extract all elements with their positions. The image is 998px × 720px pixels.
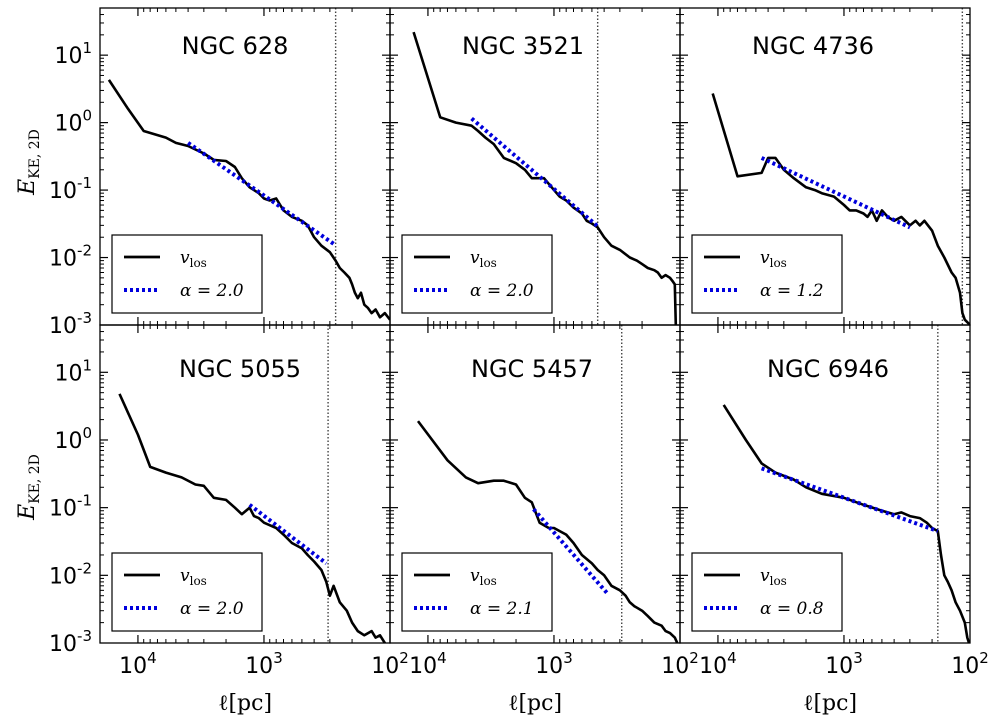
fit-line xyxy=(186,141,335,246)
legend-label-alpha: α = 2.0 xyxy=(180,281,244,301)
x-axis-label-right: ℓ[pc] xyxy=(803,691,857,716)
fit-line xyxy=(532,507,609,595)
legend-label-vlos: vlos xyxy=(180,248,207,270)
x-tick-label: 103 xyxy=(535,649,573,679)
legend-box xyxy=(111,552,263,632)
x-axis-label-left: ℓ[pc] xyxy=(218,691,272,716)
panel-frame xyxy=(99,7,391,326)
legend-box xyxy=(401,552,553,632)
panel-3: vlos α = 1.2 xyxy=(679,7,971,326)
x-axis-label-middle: ℓ[pc] xyxy=(508,691,562,716)
y-axis-label-bottom: EKE, 2D xyxy=(15,454,43,521)
panel-4: vlos α = 2.0 xyxy=(99,324,391,644)
panel-1: vlos α = 2.0 xyxy=(99,7,391,326)
fit-line xyxy=(248,503,328,565)
fit-line xyxy=(760,466,939,533)
legend-box xyxy=(691,552,843,632)
x-tick-label: 102 xyxy=(661,649,699,679)
panel-title-ngc-4736: NGC 4736 xyxy=(752,32,874,60)
y-tick-label: 101 xyxy=(54,39,92,69)
panel-title-ngc-3521: NGC 3521 xyxy=(462,32,584,60)
x-tick-label: 104 xyxy=(119,649,157,679)
panel-2: vlos α = 2.0 xyxy=(389,7,681,326)
panel-title-ngc-628: NGC 628 xyxy=(182,32,289,60)
y-tick-label: 100 xyxy=(54,424,92,454)
legend: vlos α = 2.1 xyxy=(401,552,553,632)
legend-box xyxy=(691,234,843,314)
x-tick-label: 102 xyxy=(951,649,989,679)
x-tick-label: 104 xyxy=(409,649,447,679)
data-line-vlos xyxy=(412,31,678,325)
legend-label-vlos: vlos xyxy=(180,566,207,588)
legend: vlos α = 2.0 xyxy=(111,234,263,314)
y-tick-label: 10-2 xyxy=(49,559,92,589)
legend: vlos α = 0.8 xyxy=(691,552,843,632)
legend-label-vlos: vlos xyxy=(760,248,787,270)
y-tick-label: 10-3 xyxy=(49,627,92,657)
y-tick-label: 101 xyxy=(54,356,92,386)
panel-title-ngc-5457: NGC 5457 xyxy=(471,355,593,383)
legend-label-alpha: α = 2.1 xyxy=(470,599,534,619)
y-tick-label: 10-2 xyxy=(49,242,92,272)
data-line-vlos xyxy=(416,420,679,643)
x-tick-label: 102 xyxy=(371,649,409,679)
x-tick-label: 104 xyxy=(699,649,737,679)
y-axis-label-top: EKE, 2D xyxy=(15,129,43,196)
legend-label-vlos: vlos xyxy=(470,248,497,270)
legend-label-vlos: vlos xyxy=(470,566,497,588)
x-tick-label: 103 xyxy=(245,649,283,679)
data-line-vlos xyxy=(711,93,970,325)
fit-line xyxy=(760,156,911,230)
legend-box xyxy=(401,234,553,314)
panel-title-ngc-5055: NGC 5055 xyxy=(179,355,301,383)
y-tick-label: 10-1 xyxy=(49,492,92,522)
legend: vlos α = 2.0 xyxy=(401,234,553,314)
legend-label-vlos: vlos xyxy=(760,566,787,588)
legend-label-alpha: α = 0.8 xyxy=(760,599,824,619)
legend: vlos α = 2.0 xyxy=(111,552,263,632)
y-tick-label: 10-3 xyxy=(49,309,92,339)
legend: vlos α = 1.2 xyxy=(691,234,843,314)
x-tick-label: 103 xyxy=(825,649,863,679)
legend-box xyxy=(111,234,263,314)
fit-line xyxy=(470,116,599,228)
panel-6: vlos α = 0.8 xyxy=(679,324,971,644)
y-tick-label: 10-1 xyxy=(49,174,92,204)
legend-label-alpha: α = 2.0 xyxy=(180,599,244,619)
panel-title-ngc-6946: NGC 6946 xyxy=(767,355,889,383)
legend-label-alpha: α = 1.2 xyxy=(760,281,824,301)
panel-5: vlos α = 2.1 xyxy=(389,324,681,644)
legend-label-alpha: α = 2.0 xyxy=(470,281,534,301)
data-line-vlos xyxy=(118,393,387,643)
y-tick-label: 100 xyxy=(54,107,92,137)
